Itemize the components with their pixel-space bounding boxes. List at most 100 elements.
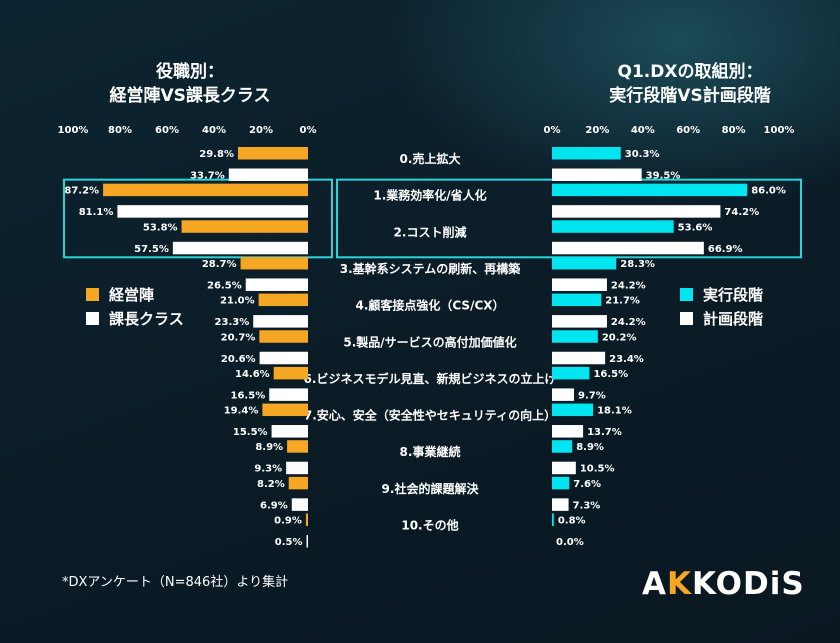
right-axis-tick: 60%	[676, 125, 700, 136]
left-value-label: 57.5%	[134, 244, 169, 255]
left-axis-tick: 20%	[249, 125, 273, 136]
left-bar	[258, 293, 308, 307]
left-bar	[262, 403, 308, 417]
right-bar	[552, 330, 598, 343]
right-axis-tick: 40%	[631, 125, 655, 136]
right-legend: 実行段階 計画段階	[680, 283, 763, 331]
right-value-label: 24.2%	[611, 317, 646, 328]
right-bar	[552, 256, 617, 270]
right-value-label: 7.6%	[573, 479, 601, 490]
right-value-label: 8.9%	[576, 442, 604, 453]
right-bar	[552, 440, 573, 453]
left-chart-title: 役職別： 経営陣VS課長クラス	[109, 62, 271, 106]
right-axis-tick: 0%	[544, 125, 561, 136]
left-bar	[228, 168, 308, 181]
left-bar	[172, 241, 308, 255]
left-legend: 経営陣 課長クラス	[86, 283, 184, 331]
right-value-label: 0.8%	[558, 516, 586, 527]
right-bar	[552, 351, 606, 365]
footnote: *DXアンケート（N=846社）より集計	[62, 575, 289, 590]
highlight-frame-left	[63, 178, 333, 259]
left-value-label: 53.8%	[143, 222, 178, 233]
right-bar	[552, 513, 554, 526]
left-axis-tick: 80%	[108, 125, 132, 136]
right-bar	[552, 498, 569, 511]
left-bar	[253, 315, 308, 328]
left-bar	[240, 256, 308, 270]
left-value-label: 9.3%	[254, 464, 282, 475]
left-value-label: 33.7%	[190, 171, 225, 182]
left-bar	[181, 220, 308, 233]
right-bar	[552, 366, 590, 380]
right-axis-tick: 80%	[722, 125, 746, 136]
left-value-label: 87.2%	[64, 186, 99, 197]
legend-label: 実行段階	[703, 285, 764, 304]
right-value-label: 86.0%	[751, 186, 786, 197]
legend-label: 課長クラス	[109, 309, 184, 328]
right-value-label: 66.9%	[708, 244, 743, 255]
category-label: 5.製品/サービスの高付加価値化	[343, 334, 516, 349]
left-bar	[103, 183, 308, 197]
left-bar	[291, 498, 308, 511]
right-value-label: 9.7%	[578, 390, 606, 401]
right-value-label: 74.2%	[724, 207, 759, 218]
legend-item-execution: 実行段階	[680, 283, 763, 305]
right-value-label: 39.5%	[646, 171, 681, 182]
right-bar	[552, 293, 602, 307]
left-value-label: 14.6%	[235, 369, 270, 380]
left-bar	[273, 366, 308, 380]
right-value-label: 21.7%	[605, 296, 640, 307]
right-bar	[552, 403, 594, 417]
left-value-label: 0.5%	[275, 537, 303, 548]
left-axis-tick: 40%	[202, 125, 226, 136]
left-value-label: 19.4%	[224, 406, 259, 417]
left-bar	[286, 461, 308, 475]
category-label: 4.顧客接点強化（CS/CX）	[355, 298, 504, 313]
category-label: 3.基幹系システムの刷新、再構築	[340, 261, 522, 276]
left-bar	[259, 351, 308, 365]
category-label: 8.事業継続	[400, 444, 461, 459]
left-bar	[245, 278, 308, 291]
legend-label: 計画段階	[703, 309, 764, 328]
left-value-label: 20.7%	[221, 332, 256, 343]
right-value-label: 7.3%	[573, 500, 601, 511]
legend-swatch-white	[86, 311, 99, 325]
right-bar	[552, 168, 642, 181]
right-bar	[552, 476, 570, 490]
left-bar	[259, 330, 308, 343]
left-value-label: 28.7%	[202, 259, 237, 270]
left-axis-tick: 100%	[58, 125, 89, 136]
category-label: 10.その他	[401, 518, 458, 533]
category-label: 2.コスト削減	[394, 224, 467, 239]
category-label: 7.安心、安全（安全性やセキュリティの向上）	[304, 408, 556, 423]
right-bar	[552, 315, 607, 328]
left-value-label: 0.9%	[274, 516, 302, 527]
legend-label: 経営陣	[109, 285, 155, 304]
right-bar	[552, 205, 721, 218]
right-bar	[552, 425, 584, 438]
right-value-label: 10.5%	[580, 464, 615, 475]
category-label: 0.売上拡大	[400, 151, 461, 166]
left-value-label: 8.2%	[257, 479, 285, 490]
left-bar	[306, 535, 308, 548]
left-value-label: 26.5%	[207, 280, 242, 291]
legend-item-managers: 課長クラス	[86, 307, 184, 329]
right-value-label: 0.0%	[556, 537, 584, 548]
right-bar	[552, 147, 621, 160]
legend-swatch-cyan	[680, 287, 693, 301]
right-bar	[552, 241, 704, 255]
right-bar	[552, 461, 576, 475]
left-value-label: 8.9%	[255, 442, 283, 453]
left-bar	[117, 205, 308, 218]
left-bar	[237, 147, 308, 160]
category-label: 9.社会的課題解決	[382, 481, 480, 496]
left-value-label: 16.5%	[231, 390, 266, 401]
right-value-label: 16.5%	[593, 369, 628, 380]
right-value-label: 18.1%	[597, 406, 632, 417]
left-value-label: 29.8%	[199, 149, 234, 160]
right-value-label: 13.7%	[587, 427, 622, 438]
right-value-label: 28.3%	[620, 259, 655, 270]
legend-item-executives: 経営陣	[86, 283, 184, 305]
right-bar	[552, 220, 674, 233]
left-value-label: 81.1%	[79, 207, 114, 218]
